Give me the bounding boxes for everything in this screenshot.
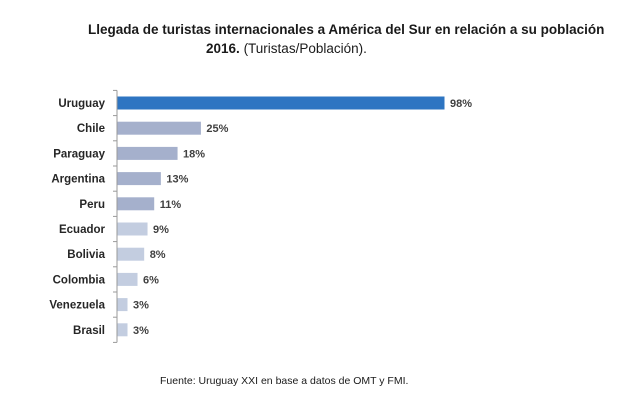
bar-colombia — [117, 272, 138, 286]
value-label-argentina: 13% — [166, 174, 188, 186]
bar-ecuador — [117, 222, 148, 236]
category-label-bolivia: Bolivia — [67, 249, 105, 261]
chart-title-suffix: (Turistas/Población). — [243, 41, 367, 56]
value-label-paraguay: 18% — [183, 148, 205, 160]
category-label-paraguay: Paraguay — [53, 148, 105, 160]
category-label-uruguay: Uruguay — [58, 98, 105, 110]
bar-venezuela — [117, 298, 128, 312]
category-label-peru: Peru — [79, 199, 105, 211]
category-label-ecuador: Ecuador — [59, 224, 106, 236]
category-label-chile: Chile — [77, 123, 105, 135]
chart-subtitle: 2016. (Turistas/Población). — [206, 41, 367, 56]
bar-uruguay — [117, 96, 445, 110]
category-label-argentina: Argentina — [51, 174, 105, 186]
value-label-colombia: 6% — [143, 274, 159, 286]
chart-title-year: 2016. — [206, 41, 240, 56]
bar-brasil — [117, 323, 128, 337]
bar-peru — [117, 197, 155, 211]
category-label-venezuela: Venezuela — [49, 300, 105, 312]
value-label-chile: 25% — [206, 123, 228, 135]
value-label-brasil: 3% — [133, 325, 149, 337]
value-label-bolivia: 8% — [150, 249, 166, 261]
category-label-colombia: Colombia — [53, 274, 106, 286]
bar-chile — [117, 121, 201, 135]
bar-paraguay — [117, 146, 178, 160]
bar-argentina — [117, 172, 161, 186]
value-label-venezuela: 3% — [133, 300, 149, 312]
value-label-uruguay: 98% — [450, 98, 472, 110]
value-label-ecuador: 9% — [153, 224, 169, 236]
value-label-peru: 11% — [160, 199, 182, 211]
chart-title: Llegada de turistas internacionales a Am… — [88, 22, 605, 37]
bar-bolivia — [117, 247, 145, 261]
source-note: Fuente: Uruguay XXI en base a datos de O… — [160, 375, 409, 387]
category-label-brasil: Brasil — [73, 325, 105, 337]
